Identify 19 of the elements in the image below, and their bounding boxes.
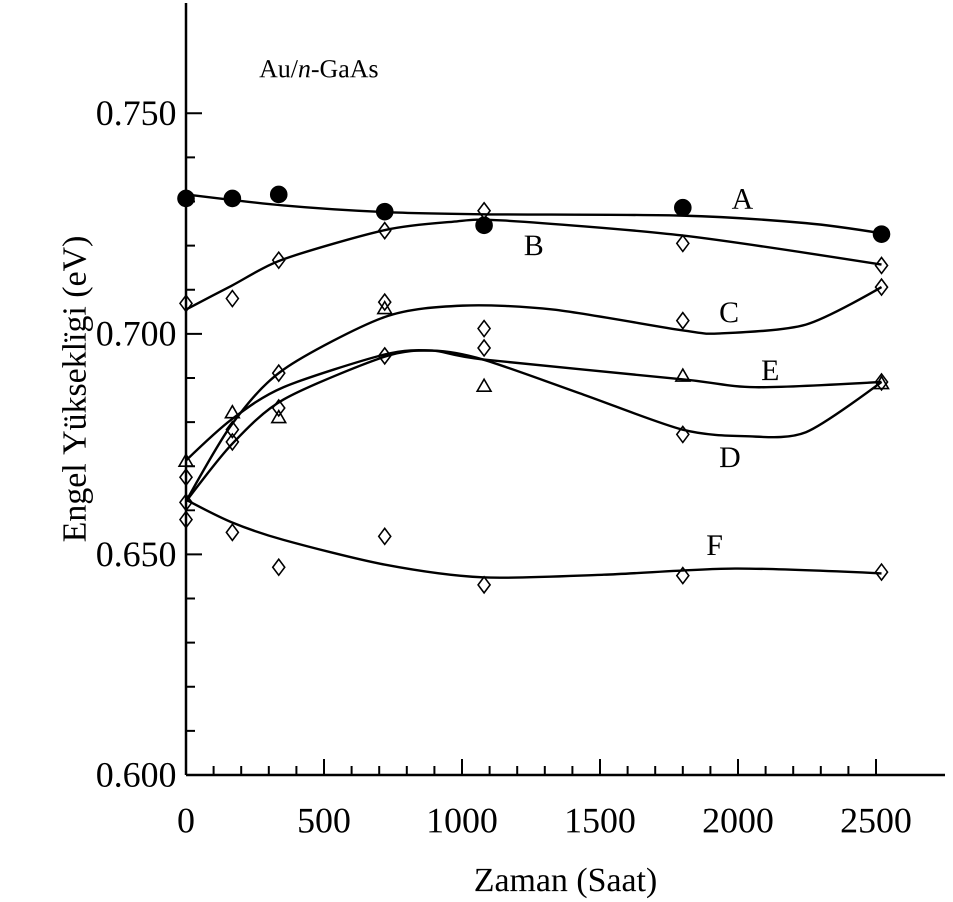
y-tick-label: 0.600 xyxy=(97,763,176,788)
series-label: D xyxy=(720,448,740,468)
x-tick-label: 2000 xyxy=(704,808,772,833)
series-label: A xyxy=(732,189,753,209)
series-label: B xyxy=(524,236,542,256)
text: Au/n-GaAs xyxy=(259,60,378,78)
y-axis-title: Engel Yükseklïgi (eV) xyxy=(62,237,93,542)
x-tick-label: 0 xyxy=(178,808,194,833)
series-label: E xyxy=(762,360,778,380)
x-axis-title: Zaman (Saat) xyxy=(475,868,656,898)
y-tick-label: 0.750 xyxy=(97,101,176,126)
series-label: C xyxy=(720,302,738,323)
y-tick-label: 0.700 xyxy=(97,322,176,346)
series-label: F xyxy=(707,536,722,556)
x-tick-label: 1000 xyxy=(429,808,496,833)
y-tick-label: 0.650 xyxy=(97,542,176,567)
x-tick-label: 1500 xyxy=(567,808,634,833)
x-tick-label: 2500 xyxy=(842,808,911,833)
x-tick-label: 500 xyxy=(299,808,350,833)
